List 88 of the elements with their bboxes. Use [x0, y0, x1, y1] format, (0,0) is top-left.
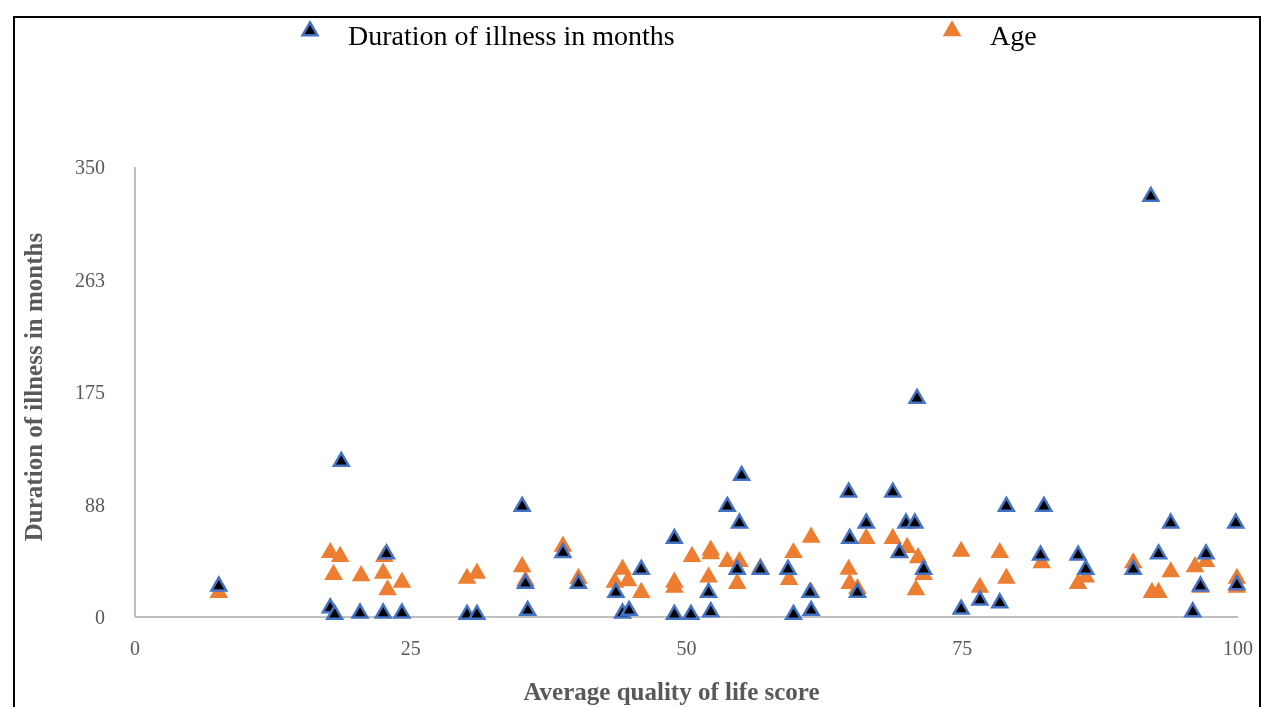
point: [732, 465, 751, 482]
point: [374, 603, 392, 619]
point: [1069, 545, 1087, 561]
point: [951, 540, 971, 557]
point: [569, 573, 588, 590]
point: [990, 541, 1010, 559]
x-tick-label: 75: [952, 637, 973, 659]
point: [665, 604, 684, 620]
legend-label: Age: [990, 19, 1037, 51]
point: [906, 513, 924, 529]
point: [971, 590, 989, 606]
point: [906, 579, 926, 596]
point: [210, 576, 228, 592]
point: [373, 562, 393, 579]
point: [1161, 561, 1181, 578]
point: [784, 604, 803, 620]
point: [908, 388, 926, 404]
point: [884, 482, 902, 498]
point: [841, 528, 859, 545]
point: [682, 604, 700, 620]
legend-label: Duration of illness in months: [348, 19, 675, 51]
point: [665, 528, 684, 545]
point: [848, 582, 867, 599]
point: [632, 559, 650, 575]
point: [554, 542, 572, 559]
point: [914, 559, 933, 575]
point: [325, 604, 344, 620]
point: [1162, 513, 1180, 529]
point: [607, 582, 625, 599]
point: [378, 579, 397, 596]
point: [1077, 559, 1095, 575]
point: [467, 562, 487, 579]
point: [970, 576, 990, 593]
point: [856, 527, 876, 544]
point: [1197, 544, 1215, 560]
point: [1149, 544, 1168, 560]
y-tick-label: 263: [75, 268, 105, 291]
point: [997, 496, 1016, 512]
point: [682, 545, 702, 562]
point: [801, 526, 821, 543]
point: [699, 566, 718, 583]
point: [1227, 513, 1245, 529]
point: [1031, 545, 1050, 561]
point: [468, 604, 486, 620]
point: [952, 599, 970, 615]
x-tick-label: 50: [676, 637, 697, 659]
point: [332, 451, 350, 467]
point: [392, 571, 412, 588]
point: [991, 593, 1009, 609]
point: [730, 513, 749, 529]
point: [718, 496, 736, 512]
y-tick-label: 175: [75, 381, 105, 403]
point: [351, 603, 369, 619]
point: [393, 603, 411, 619]
point: [512, 556, 532, 573]
y-axis-title: Duration of illness in months: [20, 232, 47, 542]
y-tick-label: 88: [85, 493, 105, 516]
point: [728, 559, 746, 575]
x-tick-label: 100: [1223, 637, 1253, 659]
y-tick-label: 0: [95, 606, 105, 628]
point: [1035, 496, 1053, 512]
point: [457, 567, 477, 584]
point: [631, 581, 651, 598]
point: [1124, 559, 1142, 575]
point: [802, 600, 820, 617]
point: [330, 545, 350, 562]
x-tick-label: 0: [130, 637, 140, 659]
point: [699, 582, 718, 599]
x-axis-title: Average quality of life score: [523, 678, 820, 705]
point: [1185, 556, 1205, 573]
point: [519, 600, 537, 617]
point: [351, 565, 371, 582]
point: [1142, 186, 1160, 203]
point: [883, 527, 903, 544]
y-tick-label: 350: [75, 156, 105, 178]
point: [324, 563, 343, 580]
point: [620, 600, 638, 617]
point: [779, 559, 797, 575]
x-tick-label: 25: [400, 637, 421, 659]
point: [784, 541, 803, 559]
point: [857, 513, 875, 529]
point: [839, 482, 858, 498]
point: [702, 602, 720, 618]
point: [1184, 602, 1202, 618]
point: [513, 496, 531, 512]
point: [997, 567, 1016, 584]
point: [727, 572, 747, 589]
point: [839, 558, 858, 575]
